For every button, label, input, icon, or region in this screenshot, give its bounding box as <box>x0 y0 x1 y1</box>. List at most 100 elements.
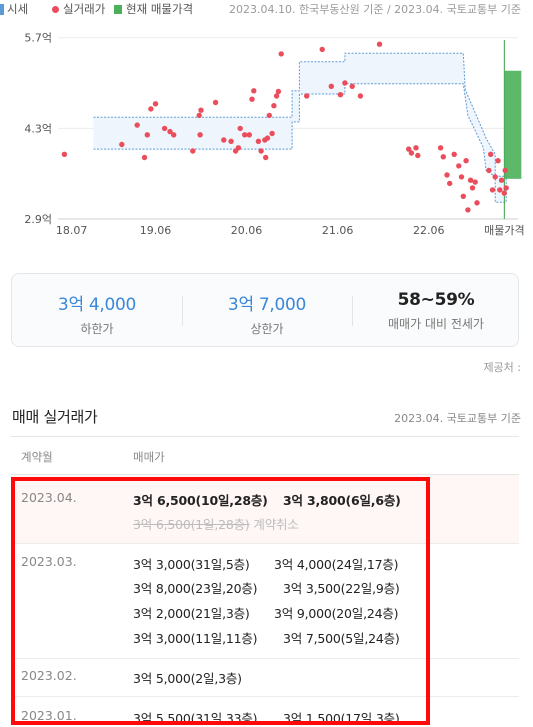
row-month: 2023.04. <box>21 490 77 505</box>
deal-price: 3억 2,000(21일,3층) <box>133 606 250 621</box>
transaction-dot <box>119 141 125 148</box>
transaction-dot <box>486 167 492 174</box>
transaction-dot <box>266 112 272 119</box>
transaction-dot <box>221 137 227 143</box>
row-month: 2023.03. <box>21 554 77 569</box>
legend-listing-label: 현재 매물가격 <box>126 2 194 16</box>
transaction-dot <box>415 152 421 159</box>
transaction-dot <box>447 180 453 187</box>
high-price-label: 상한가 <box>250 322 284 336</box>
listing-price-bar <box>503 40 522 219</box>
transaction-dot <box>197 132 203 138</box>
transaction-dot <box>258 148 264 154</box>
transaction-dot <box>406 146 412 152</box>
column-header-month: 계약월 <box>21 450 53 464</box>
deal-price: 3억 3,000(31일,5층) <box>133 557 250 572</box>
transaction-dot <box>408 150 415 156</box>
transaction-dot <box>148 106 154 112</box>
legend-range-label: 시세 <box>7 2 29 16</box>
transaction-dot <box>212 99 219 106</box>
divider <box>352 296 353 326</box>
deal-price: 3억 6,500(10일,28층) <box>133 493 268 508</box>
transaction-dot <box>498 177 505 183</box>
transaction-dot <box>488 151 494 157</box>
transaction-dot <box>357 93 364 99</box>
transaction-dot <box>497 187 503 193</box>
transaction-dot <box>319 46 325 53</box>
transaction-dot <box>196 112 202 119</box>
deal-price: 3억 3,800(6일,6층) <box>283 493 401 508</box>
transaction-dot <box>171 132 177 138</box>
transaction-dot <box>337 92 344 98</box>
transaction-dot <box>198 107 204 113</box>
transaction-dot <box>228 138 234 144</box>
high-price-col: 3억 7,000 상한가 <box>182 274 352 348</box>
low-price-col: 3억 4,000 하한가 <box>12 274 182 348</box>
transaction-dot <box>413 145 419 151</box>
price-range-area <box>93 53 507 203</box>
divider <box>182 296 183 326</box>
provider-label: 제공처 : <box>483 361 521 374</box>
transaction-dot <box>161 125 168 132</box>
low-price-label: 하한가 <box>80 322 114 336</box>
column-header-price: 매매가 <box>133 450 165 464</box>
transaction-dot <box>376 41 383 47</box>
table-header-top-line <box>11 436 519 437</box>
price-range-upper <box>93 52 507 177</box>
transaction-dot <box>141 154 148 161</box>
price-range-lower <box>93 83 507 203</box>
transaction-dot <box>440 154 446 160</box>
transaction-dot <box>263 154 269 161</box>
deal-price: 3억 5,000(2일,3층) <box>133 671 242 686</box>
legend-actual-item[interactable]: 실거래가 <box>52 1 105 17</box>
transaction-dot <box>278 51 284 57</box>
transaction-dot <box>472 179 478 185</box>
y-tick-label: 2.9억 <box>24 213 52 226</box>
legend-listing-item[interactable]: 현재 매물가격 <box>114 1 193 17</box>
deal-price: 3억 4,000(24일,17층) <box>274 557 399 572</box>
x-tick-label: 19.06 <box>140 224 172 237</box>
transaction-dot <box>349 83 355 89</box>
transaction-dot <box>495 158 501 164</box>
table-row <box>11 475 519 543</box>
transaction-dot <box>152 101 159 107</box>
transaction-dot <box>489 187 496 193</box>
transaction-dot <box>503 185 509 191</box>
transaction-dot <box>251 88 257 94</box>
cancel-label: 계약취소 <box>253 517 299 532</box>
table-header-bottom-line <box>11 474 519 475</box>
transactions-title: 매매 실거래가 <box>12 408 98 426</box>
row-divider <box>11 658 519 659</box>
transaction-dot <box>502 167 508 174</box>
transaction-dot <box>492 174 498 180</box>
row-month: 2023.01. <box>21 708 77 723</box>
listing-bar <box>504 70 522 179</box>
transaction-dot <box>460 193 466 199</box>
low-price-value: 3억 4,000 <box>57 295 137 315</box>
legend-actual-label: 실거래가 <box>63 2 106 16</box>
chart-source: 2023.04.10. 한국부동산원 기준 / 2023.04. 국토교통부 기… <box>229 3 521 16</box>
transaction-dot <box>273 93 280 99</box>
legend-range-item[interactable]: 시세 <box>0 1 28 17</box>
range-legend-icon <box>0 4 4 15</box>
y-tick-label: 4.3억 <box>24 122 52 135</box>
ratio-value: 58~59% <box>397 290 475 310</box>
transaction-dot <box>271 103 277 109</box>
transaction-dot <box>242 132 248 138</box>
transaction-dot <box>463 158 469 164</box>
transaction-dot <box>167 128 173 135</box>
dot-legend-icon <box>52 6 59 13</box>
transactions-source: 2023.04. 국토교통부 기준 <box>394 412 521 425</box>
transaction-dot <box>275 88 282 95</box>
transaction-dot <box>474 200 480 206</box>
ratio-col: 58~59% 매매가 대비 전세가 <box>352 274 520 348</box>
x-tick-label: 매물가격 <box>484 224 524 237</box>
listing-legend-icon <box>114 5 122 14</box>
row-divider <box>11 696 519 697</box>
transaction-dot <box>456 163 462 169</box>
x-tick-label: 22.06 <box>413 224 445 237</box>
axis-labels: 5.7억 4.3억 2.9억 18.07 19.06 20.06 21.06 22.06 매물가… <box>24 32 524 237</box>
deal-price: 3억 8,000(23일,20층) <box>133 581 258 596</box>
deal-price: 3억 3,500(22일,9층) <box>283 581 400 596</box>
highlight-box <box>11 477 430 725</box>
